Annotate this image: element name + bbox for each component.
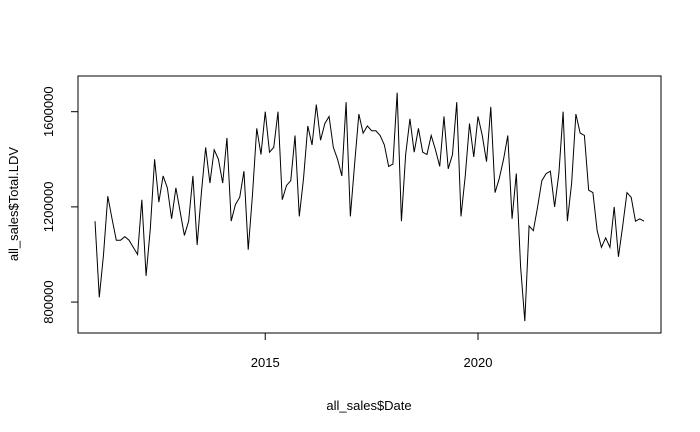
y-axis: 800000 1200000 1600000	[41, 86, 79, 324]
x-tick-label: 2015	[251, 355, 280, 370]
y-axis-label: all_sales$Total.LDV	[6, 147, 21, 262]
x-tick-label: 2020	[464, 355, 493, 370]
y-tick-label: 1600000	[41, 86, 56, 137]
x-axis: 2015 2020	[251, 332, 493, 370]
y-tick-label: 800000	[41, 280, 56, 323]
series-line	[94, 92, 645, 322]
plot-frame	[77, 75, 662, 334]
x-axis-label: all_sales$Date	[326, 398, 411, 413]
y-tick-label: 1200000	[41, 182, 56, 233]
